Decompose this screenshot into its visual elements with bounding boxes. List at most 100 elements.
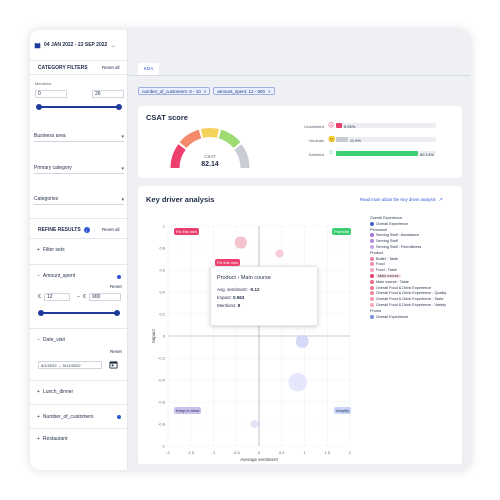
x-tick-label: 1.5 [324,450,330,455]
filter-sets-toggle[interactable]: + Filter sets [37,248,65,253]
refine-reset-all-link[interactable]: Reset all [102,227,120,232]
legend-dot-icon [370,233,374,238]
csat-bar-track [336,137,436,142]
csat-row-value: 5.95% [343,124,356,129]
divider [30,328,128,329]
neutral-face-icon: 😐 [328,137,336,143]
date-range-picker[interactable]: 04 JAN 2022 - 22 SEP 2022 ⌄ [34,42,116,49]
legend-item[interactable]: Overall Food & Drink Experience : Variet… [370,303,446,309]
divider [30,60,128,61]
range-dash: – [77,294,80,300]
amount-slider-max-handle[interactable] [114,310,120,316]
tab-kda-label: KDA [144,65,154,71]
mentions-max-input[interactable]: 26 [92,90,124,98]
app-window: 04 JAN 2022 - 22 SEP 2022 ⌄ CATEGORY FIL… [30,30,470,470]
amount-min-input[interactable]: 12 [44,293,70,301]
close-icon[interactable]: × [203,88,207,94]
legend-item[interactable]: Food [370,262,385,268]
x-tick-label: 2 [349,450,352,455]
amount-slider-min-handle[interactable] [38,310,44,316]
refine-results-title: REFINE RESULTS [38,226,81,233]
amount-slider-track[interactable] [40,312,118,314]
tooltip-avg-value: -0.12 [249,287,260,292]
legend-dot-icon [370,291,374,296]
tooltip-mentions-row: Mentions: 8 [217,303,240,308]
read-more-link[interactable]: Read more about the Key driver analysis ↗ [360,198,443,203]
amount-spent-toggle[interactable]: − Amount_spent [37,274,75,279]
legend-dot-icon [370,274,374,278]
legend-item[interactable]: Overall Experience [370,221,408,228]
mentions-min-input[interactable]: 0 [35,90,67,98]
x-tick-label: 1 [303,450,306,455]
legend-dot-icon [370,268,374,273]
legend-item[interactable]: Serving Staff [370,239,398,245]
filter-chip[interactable]: number_of_customers: 8 - 10 × [138,87,211,95]
legend-dot-icon [370,279,374,284]
csat-title: CSAT score [146,113,188,122]
x-tick-label: -1.5 [187,450,195,455]
filter-chip-label: amount_spent: 12 - 900 [217,88,265,94]
legend-item[interactable]: Buffet : Taste [370,256,398,263]
y-tick-label: -0.2 [158,356,166,361]
legend-item[interactable]: Main course : Taste [370,279,409,286]
currency-icon: € [83,294,86,300]
legend-item[interactable]: Overall Experience [370,314,408,321]
active-filter-chips: number_of_customers: 8 - 10 × amount_spen… [138,87,278,95]
categories-label: Categories [34,196,59,202]
categories-select[interactable]: Categories ▾ [34,195,124,205]
filter-chip-label: number_of_customers: 8 - 10 [142,88,201,94]
date-visit-toggle[interactable]: − Date_visit [37,338,65,343]
legend-item[interactable]: Overall Food & Drink Experience : Qualit… [370,291,446,297]
main-content: KDA number_of_customers: 8 - 10 × amount_… [128,30,470,470]
csat-bar-track [336,123,436,128]
legend-item[interactable]: Food : Taste [370,268,397,274]
divider [30,428,128,429]
legend-item[interactable]: Overall Food & Drink Experience [370,285,431,292]
mentions-slider-min-handle[interactable] [36,104,42,110]
quadrant-fix-label: Fix this now [174,228,200,235]
lunch-dinner-toggle[interactable]: + Lunch_dinner [37,390,73,395]
y-tick-label: 0.8 [159,246,165,251]
mentions-slider-max-handle[interactable] [116,104,122,110]
legend-item[interactable]: Serving Staff : Assistance [370,233,419,239]
info-icon[interactable]: i [83,227,90,233]
scatter-bubble [295,335,309,348]
filter-sets-label: Filter sets [42,247,65,253]
legend-item-label: Main course : Taste [376,279,409,284]
legend-dot-icon [370,221,374,226]
amount-max-input[interactable]: 900 [89,293,121,301]
legend-item-label: Overall Food & Drink Experience : Taste [376,297,444,302]
legend-item[interactable]: Serving Staff : Friendliness [370,245,421,251]
divider [30,264,128,265]
close-icon[interactable]: × [267,88,271,94]
legend-item[interactable]: Main course [370,274,401,280]
csat-row-label: Satisfied [308,152,324,157]
tab-kda[interactable]: KDA [138,63,160,75]
legend-group-heading: Promo [370,308,382,313]
y-axis-label: Impact [151,329,156,343]
legend-dot-icon [370,262,374,267]
y-tick-label: -0.6 [158,400,166,405]
amount-reset-link[interactable]: Reset [110,284,122,289]
filter-chip[interactable]: amount_spent: 12 - 900 × [213,87,275,95]
gauge-value: 82.14 [201,161,219,168]
active-filter-indicator [117,415,121,419]
primary-category-select[interactable]: Primary category ▾ [34,164,124,174]
number-of-customers-toggle[interactable]: + Number_of_customers [37,415,94,420]
legend-item[interactable]: Overall Food & Drink Experience : Taste [370,297,443,303]
date-range-input[interactable]: 5/1/2022 → 5/12/2022 [38,361,102,369]
amount-spent-label: Amount_spent [42,273,76,279]
chevron-down-icon: ▾ [121,133,124,140]
business-area-select[interactable]: Business area ▾ [34,132,124,142]
mentions-slider-track[interactable] [38,106,120,108]
csat-row-label: Neutrals [309,138,324,143]
csat-bar-fill [336,151,419,156]
calendar-icon[interactable] [109,360,118,369]
tooltip-mentions-value: 8 [237,303,241,308]
date-reset-link[interactable]: Reset [110,349,122,354]
legend-dot-icon [370,285,374,290]
tooltip-avg-label: Avg. sentiment: [217,287,248,292]
category-reset-all-link[interactable]: Reset all [102,65,120,70]
restaurant-toggle[interactable]: + Restaurant [37,437,67,442]
plus-icon: + [37,389,40,395]
